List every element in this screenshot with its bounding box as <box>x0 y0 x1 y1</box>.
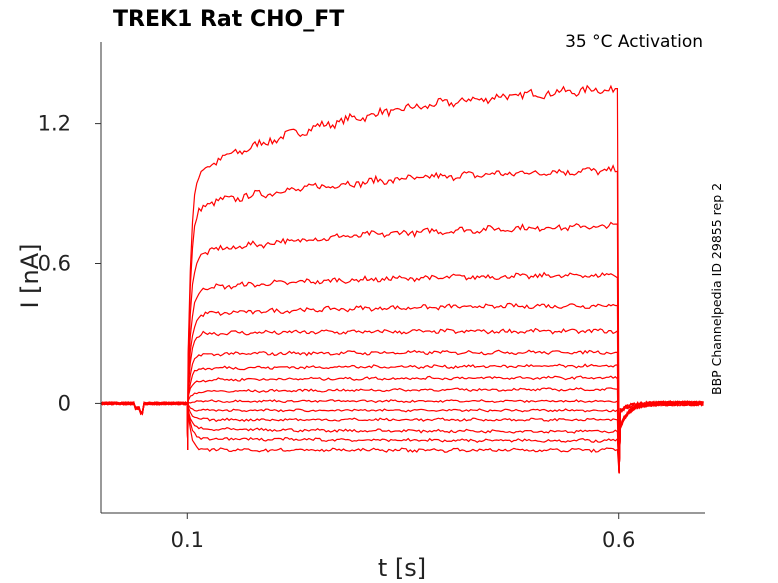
y-tick-label: 1.2 <box>38 112 71 136</box>
temperature-annotation: 35 °C Activation <box>565 32 703 52</box>
chart-title: TREK1 Rat CHO_FT <box>113 7 344 32</box>
y-ticks: 0 0.6 1.2 <box>38 112 101 415</box>
current-trace <box>100 400 704 474</box>
y-tick-label: 0.6 <box>38 252 71 276</box>
current-traces <box>100 84 704 474</box>
current-trace <box>100 349 704 474</box>
x-axis-label: t [s] <box>378 554 426 582</box>
x-tick-label: 0.1 <box>171 528 204 552</box>
y-tick-label: 0 <box>58 391 71 415</box>
current-trace <box>100 400 704 474</box>
y-axis-label: I [nA] <box>16 243 44 308</box>
channelpedia-id-label: BBP Channelpedia ID 29855 rep 2 <box>709 183 724 395</box>
current-trace <box>100 400 704 474</box>
x-ticks: 0.1 0.6 <box>171 513 635 552</box>
x-tick-label: 0.6 <box>602 528 635 552</box>
